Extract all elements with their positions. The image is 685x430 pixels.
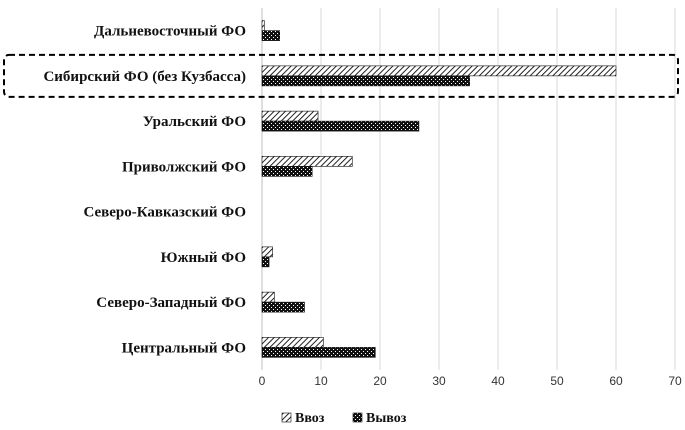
category-label: Сибирский ФО (без Кузбасса) <box>43 69 246 85</box>
bar-Вывоз <box>261 30 281 41</box>
category-label: Уральский ФО <box>143 114 246 130</box>
bar-Вывоз <box>261 301 305 313</box>
x-tick-label: 10 <box>314 374 328 388</box>
legend: Ввоз Вывоз <box>281 411 407 426</box>
category-label: Южный ФО <box>161 250 246 266</box>
category-labels: Дальневосточный ФО Сибирский ФО (без Кузб… <box>43 24 246 357</box>
bar-Ввоз <box>261 156 353 167</box>
legend-label: Ввоз <box>295 411 325 426</box>
legend-label: Вывоз <box>366 411 407 426</box>
bar-Вывоз <box>261 256 270 268</box>
x-tick-label: 60 <box>609 374 623 388</box>
x-tick-label: 40 <box>491 374 505 388</box>
x-tick-label: 20 <box>373 374 387 388</box>
category-label: Северо-Кавказский ФО <box>83 205 246 221</box>
category-label: Приволжский ФО <box>122 159 246 175</box>
bar-Вывоз <box>261 120 420 132</box>
bar-Вывоз <box>261 75 470 87</box>
bar-Ввоз <box>261 110 319 122</box>
x-tick-label: 70 <box>668 374 682 388</box>
highlight-box <box>3 53 679 98</box>
bar-Ввоз <box>261 337 324 348</box>
category-label: Центральный ФО <box>122 340 246 356</box>
legend-swatch <box>352 412 363 423</box>
x-tick-label: 0 <box>259 374 266 388</box>
bar-Ввоз <box>261 20 265 31</box>
bars <box>261 20 617 358</box>
bar-Ввоз <box>261 246 273 258</box>
legend-swatch <box>281 412 292 423</box>
x-axis-tick-labels: 0 10 20 30 40 50 60 70 <box>259 374 682 388</box>
gridlines <box>261 8 676 370</box>
bar-Ввоз <box>261 291 275 303</box>
category-label: Северо-Западный ФО <box>96 295 246 311</box>
x-tick-label: 50 <box>550 374 564 388</box>
bar-Ввоз <box>261 65 617 77</box>
bar-Вывоз <box>261 347 376 358</box>
category-label: Дальневосточный ФО <box>94 24 246 40</box>
x-tick-label: 30 <box>432 374 446 388</box>
bar-Вывоз <box>261 166 313 177</box>
highlight-box-layer <box>3 53 679 98</box>
